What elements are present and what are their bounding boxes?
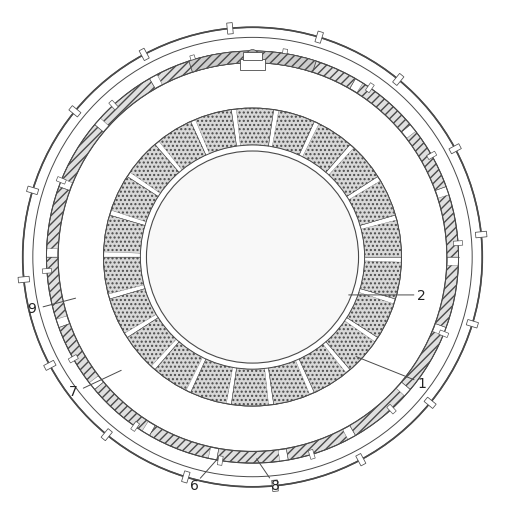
Wedge shape xyxy=(111,177,158,222)
Wedge shape xyxy=(189,52,316,73)
Bar xyxy=(439,330,449,338)
Bar xyxy=(43,361,56,371)
Wedge shape xyxy=(155,342,203,390)
Bar xyxy=(18,277,30,283)
Wedge shape xyxy=(361,221,401,258)
Bar xyxy=(190,56,197,66)
Circle shape xyxy=(146,152,359,364)
Wedge shape xyxy=(46,258,67,320)
Bar xyxy=(466,320,479,328)
Bar xyxy=(387,405,396,414)
Bar xyxy=(475,232,487,238)
Bar xyxy=(139,49,149,62)
Bar xyxy=(453,241,463,246)
Bar xyxy=(424,397,436,409)
Text: 6: 6 xyxy=(190,478,199,492)
Wedge shape xyxy=(302,125,350,173)
Bar xyxy=(26,187,39,195)
Wedge shape xyxy=(62,125,104,184)
Wedge shape xyxy=(294,57,356,89)
Wedge shape xyxy=(110,289,156,334)
Bar xyxy=(42,269,52,274)
Bar xyxy=(101,429,113,441)
Wedge shape xyxy=(357,84,411,133)
Text: 2: 2 xyxy=(417,288,426,302)
Wedge shape xyxy=(236,109,274,147)
Bar xyxy=(243,53,262,61)
Wedge shape xyxy=(435,266,459,328)
Text: 7: 7 xyxy=(69,384,78,398)
Text: 8: 8 xyxy=(271,478,280,492)
Wedge shape xyxy=(100,79,156,127)
Bar xyxy=(56,177,66,185)
Bar xyxy=(181,471,190,483)
Circle shape xyxy=(247,50,258,61)
Wedge shape xyxy=(401,331,443,390)
Wedge shape xyxy=(360,262,401,299)
Bar xyxy=(282,49,288,59)
Wedge shape xyxy=(59,324,98,383)
Bar xyxy=(131,422,139,432)
Bar xyxy=(68,355,78,363)
Wedge shape xyxy=(349,181,395,226)
Wedge shape xyxy=(195,111,236,154)
Wedge shape xyxy=(350,388,405,436)
Wedge shape xyxy=(231,368,269,406)
Bar xyxy=(227,24,233,35)
Wedge shape xyxy=(329,148,378,197)
Bar xyxy=(356,453,366,466)
Text: 1: 1 xyxy=(417,377,426,390)
Bar xyxy=(315,32,324,44)
Wedge shape xyxy=(94,382,148,431)
Wedge shape xyxy=(149,426,211,459)
Wedge shape xyxy=(326,321,375,370)
Wedge shape xyxy=(217,448,280,463)
Wedge shape xyxy=(407,132,446,191)
Bar xyxy=(240,60,265,71)
Wedge shape xyxy=(438,195,459,258)
Text: 9: 9 xyxy=(27,301,36,315)
Wedge shape xyxy=(272,111,315,156)
Circle shape xyxy=(58,64,447,451)
Wedge shape xyxy=(104,258,144,294)
Wedge shape xyxy=(104,216,145,254)
Bar xyxy=(308,449,315,460)
Wedge shape xyxy=(159,122,206,171)
Wedge shape xyxy=(130,145,179,194)
Circle shape xyxy=(104,109,401,406)
Bar xyxy=(366,83,374,93)
Bar xyxy=(217,456,223,466)
Wedge shape xyxy=(157,55,219,85)
Bar xyxy=(109,101,118,111)
Wedge shape xyxy=(299,344,346,393)
Wedge shape xyxy=(286,429,348,460)
Wedge shape xyxy=(190,360,233,404)
Wedge shape xyxy=(225,52,288,67)
Wedge shape xyxy=(127,318,176,367)
Circle shape xyxy=(23,28,482,487)
Bar xyxy=(69,107,81,118)
Bar xyxy=(449,144,462,155)
Bar xyxy=(427,152,437,160)
Bar xyxy=(392,74,404,86)
Wedge shape xyxy=(347,293,394,338)
Wedge shape xyxy=(46,187,70,249)
Bar xyxy=(272,480,278,491)
Wedge shape xyxy=(269,361,310,405)
